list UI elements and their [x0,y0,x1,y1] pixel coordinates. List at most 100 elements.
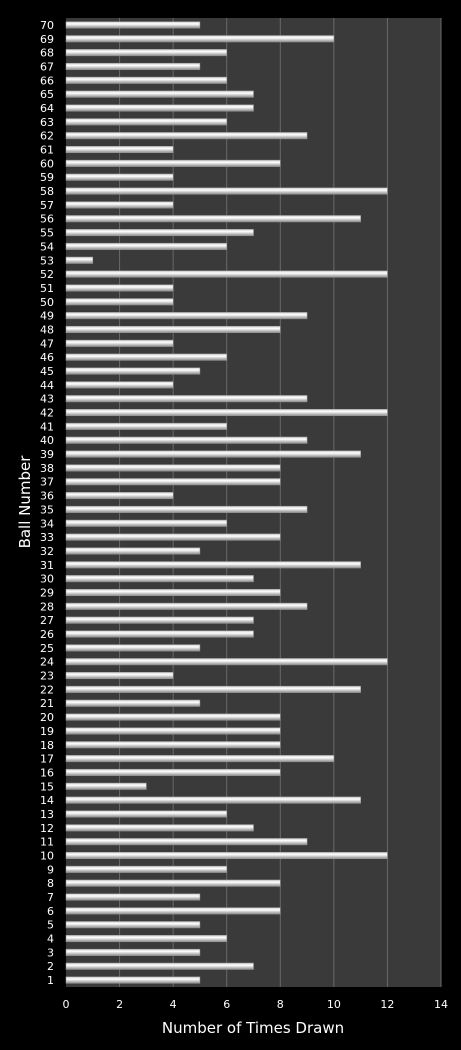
y-tick-label: 55 [40,227,54,240]
y-tick-label: 70 [40,19,54,32]
y-tick-label: 42 [40,407,54,420]
bar-ball-7 [65,893,201,901]
bar-ball-23 [65,672,174,680]
bar-ball-43 [65,395,308,403]
bar-ball-57 [65,201,174,209]
x-tick-label: 14 [434,998,448,1011]
bar-ball-46 [65,353,227,361]
bar-ball-40 [65,436,308,444]
y-tick-label: 21 [40,697,54,710]
y-tick-label: 2 [47,960,54,973]
bar-ball-2 [65,962,254,970]
x-tick-label: 12 [380,998,394,1011]
y-tick-label: 22 [40,683,54,696]
bar-ball-33 [65,533,281,541]
y-tick-label: 39 [40,448,54,461]
y-tick-label: 43 [40,393,54,406]
bar-ball-50 [65,298,174,306]
bar-ball-35 [65,505,308,513]
bar-ball-56 [65,215,361,223]
bar-ball-16 [65,768,281,776]
bar-ball-4 [65,935,227,943]
bar-ball-70 [65,21,201,29]
bar-ball-59 [65,173,174,181]
bar-ball-10 [65,851,388,859]
y-tick-label: 28 [40,600,54,613]
y-tick-label: 18 [40,739,54,752]
y-tick-label: 12 [40,822,54,835]
bar-ball-22 [65,685,361,693]
y-tick-label: 48 [40,323,54,336]
bar-ball-18 [65,741,281,749]
bar-ball-13 [65,810,227,818]
x-tick-label: 4 [170,998,177,1011]
x-tick-label: 2 [116,998,123,1011]
y-tick-label: 10 [40,849,54,862]
bar-ball-60 [65,159,281,167]
bar-ball-6 [65,907,281,915]
y-tick-label: 36 [40,490,54,503]
y-tick-label: 60 [40,157,54,170]
bar-ball-55 [65,229,254,237]
bar-ball-17 [65,755,335,763]
bar-ball-64 [65,104,254,112]
x-tick-label: 0 [63,998,70,1011]
y-axis-title: Ball Number [16,455,34,549]
y-tick-label: 32 [40,545,54,558]
bar-ball-61 [65,146,174,154]
bar-ball-63 [65,118,227,126]
bar-ball-48 [65,325,281,333]
y-tick-label: 23 [40,670,54,683]
y-tick-label: 16 [40,766,54,779]
bar-ball-66 [65,76,227,84]
bar-ball-49 [65,312,308,320]
y-tick-label: 3 [47,946,54,959]
y-tick-label: 49 [40,310,54,323]
bar-ball-20 [65,713,281,721]
bar-ball-19 [65,727,281,735]
y-tick-label: 37 [40,476,54,489]
bar-ball-25 [65,644,201,652]
y-tick-label: 65 [40,88,54,101]
y-tick-label: 53 [40,254,54,267]
y-tick-label: 13 [40,808,54,821]
bar-ball-29 [65,588,281,596]
y-tick-label: 4 [47,933,54,946]
bar-ball-11 [65,838,308,846]
bar-ball-36 [65,492,174,500]
y-tick-label: 30 [40,573,54,586]
y-tick-label: 61 [40,144,54,157]
bar-ball-58 [65,187,388,195]
y-tick-label: 47 [40,337,54,350]
y-tick-label: 9 [47,863,54,876]
y-tick-label: 8 [47,877,54,890]
y-tick-label: 52 [40,268,54,281]
bar-ball-31 [65,561,361,569]
y-tick-label: 26 [40,628,54,641]
y-tick-label: 64 [40,102,54,115]
bar-ball-65 [65,90,254,98]
y-tick-label: 29 [40,586,54,599]
bar-ball-27 [65,616,254,624]
bar-ball-37 [65,478,281,486]
x-tick-label: 8 [277,998,284,1011]
y-tick-label: 31 [40,559,54,572]
bar-ball-32 [65,547,201,555]
y-tick-label: 54 [40,240,54,253]
y-tick-label: 59 [40,171,54,184]
y-tick-label: 63 [40,116,54,129]
bar-ball-12 [65,824,254,832]
bar-ball-28 [65,602,308,610]
y-tick-label: 20 [40,711,54,724]
y-tick-label: 69 [40,33,54,46]
y-tick-label: 66 [40,74,54,87]
y-tick-label: 24 [40,656,54,669]
bar-ball-26 [65,630,254,638]
y-tick-label: 35 [40,503,54,516]
bar-ball-68 [65,49,227,57]
y-tick-label: 58 [40,185,54,198]
bar-ball-41 [65,422,227,430]
bar-ball-47 [65,339,174,347]
y-tick-label: 67 [40,60,54,73]
